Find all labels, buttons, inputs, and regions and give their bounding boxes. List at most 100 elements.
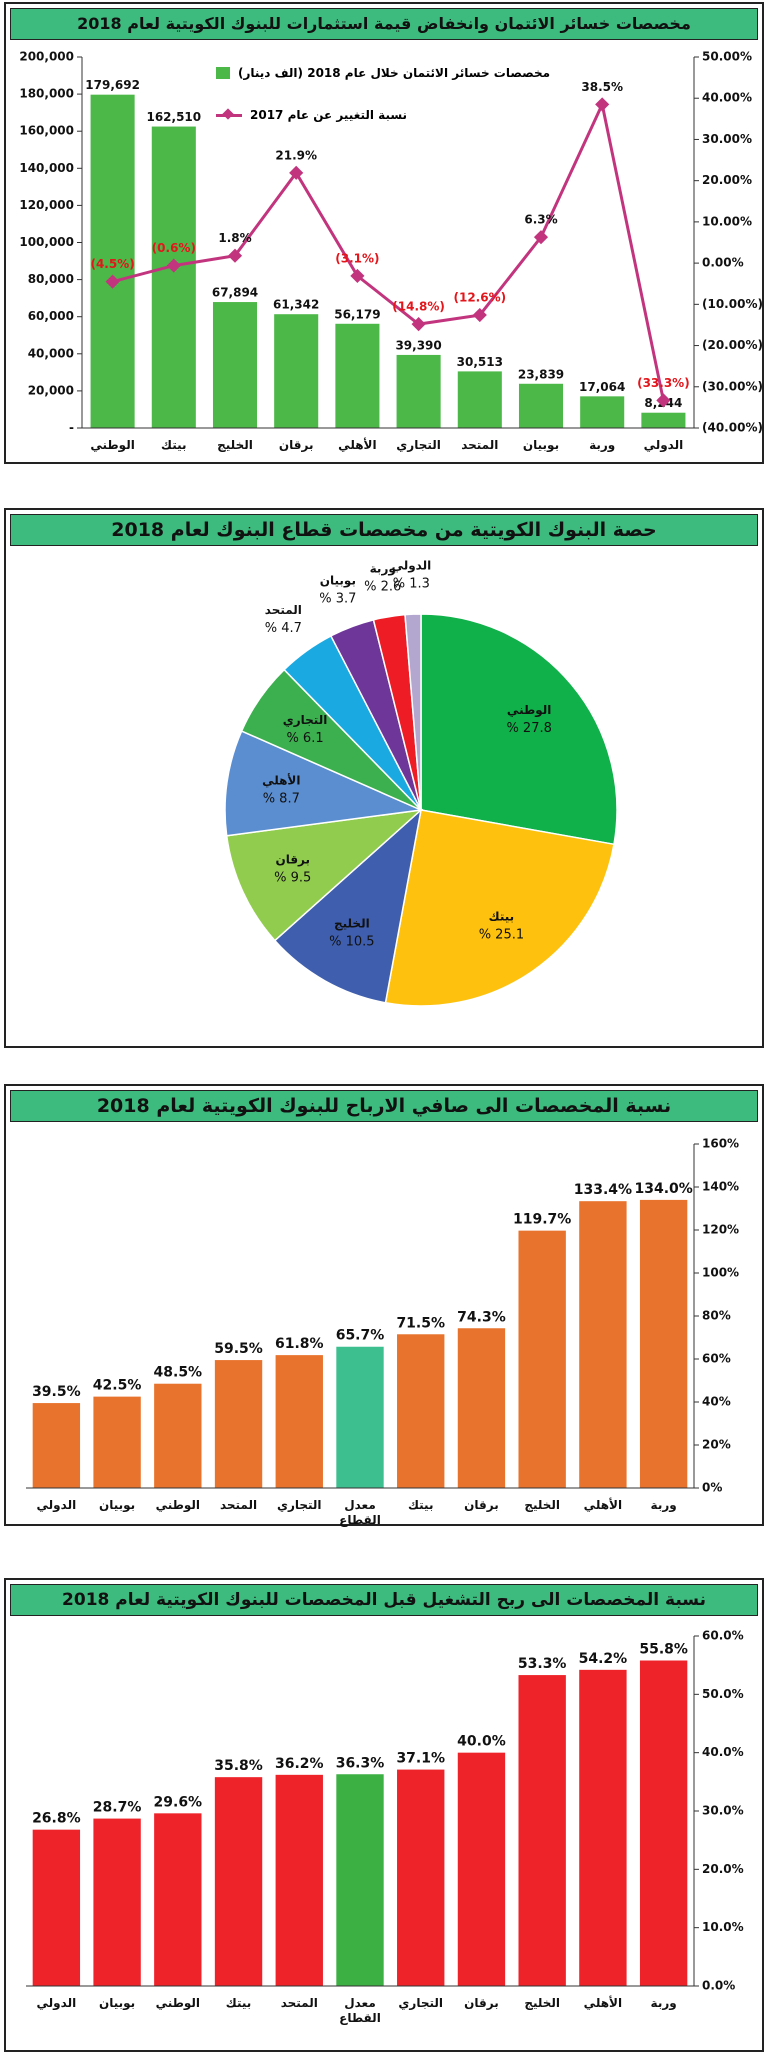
x-tick-label: بيتك (161, 438, 187, 452)
line-value-label: (14.8%) (392, 300, 445, 314)
chart-title: حصة البنوك الكويتية من مخصصات قطاع البنو… (10, 514, 758, 546)
x-tick-label: بيتك (225, 1996, 252, 2010)
bar-value-label: 37.1% (396, 1751, 445, 1767)
bar (32, 1829, 81, 1986)
x-tick-label: برقان (278, 438, 314, 452)
x-tick-label: بيتك (407, 1498, 434, 1512)
x-tick-label: بوبيان (98, 1498, 136, 1512)
y-tick-label: 60,000 (28, 309, 74, 323)
chart-title: نسبة المخصصات الى ربح التشغيل قبل المخصص… (10, 1584, 758, 1616)
pie-value-label: % 1.3 (393, 576, 430, 591)
line-marker (166, 258, 181, 273)
y-tick-label: (10.00%) (702, 297, 762, 311)
y-tick-label: 200,000 (19, 50, 74, 64)
chart-title: نسبة المخصصات الى صافي الارباح للبنوك ال… (10, 1090, 758, 1122)
line-value-label: (4.5%) (90, 257, 134, 271)
x-tick-label: الدولي (643, 438, 684, 452)
line (112, 99, 665, 401)
bar (580, 396, 625, 428)
bar-value-label: 61.8% (275, 1336, 324, 1352)
bar-value-label: 179,692 (85, 78, 140, 92)
bar (457, 1752, 506, 1986)
chart-panel: الوطني % 27.8 بيتك % 25.1 الخليج % 10.5 برقان%… (4, 508, 764, 1048)
bar (518, 1230, 566, 1488)
bar (396, 354, 441, 428)
bar (639, 1199, 688, 1488)
x-tick-label: التجاري (396, 438, 441, 452)
y-tick-label: 10.0% (702, 1920, 744, 1934)
x-tick-label: الدولي (36, 1996, 77, 2010)
bar-value-label: 54.2% (579, 1651, 628, 1667)
bar (32, 1403, 81, 1488)
x-tick-label: التجاري (398, 1996, 443, 2010)
pie-category-label: المتحد (265, 603, 302, 617)
bar-value-label: 119.7% (513, 1212, 571, 1228)
pie-category-label: الخليج (334, 917, 370, 931)
y-tick-label: 180,000 (19, 87, 74, 101)
legend-swatch (216, 107, 242, 120)
y-tick-label: 50.0% (702, 1687, 744, 1701)
legend-item: نسبة التغيير عن عام 2017 (216, 107, 408, 122)
bar-value-label: 55.8% (639, 1642, 688, 1658)
pie-slice (384, 809, 615, 1007)
bar (275, 1774, 323, 1986)
x-tick-label: المتحد (219, 1498, 258, 1512)
y-tick-label: 140% (702, 1180, 739, 1194)
y-tick-label: 80,000 (28, 272, 74, 286)
bar (93, 1818, 141, 1986)
x-tick-label: الأهلي (583, 1498, 623, 1512)
pie-category-label: بيتك (489, 909, 514, 923)
line-value-label: (33.3%) (637, 376, 690, 390)
y-tick-label: 0.00% (702, 256, 744, 270)
pie-category-label: برقان (275, 852, 310, 866)
y-tick-label: 20% (702, 1438, 731, 1452)
bar-value-label: 134.0% (634, 1181, 692, 1197)
bar (335, 323, 380, 428)
x-tick-label: الأهلي (583, 1996, 623, 2010)
bar (397, 1769, 445, 1986)
y-tick-label: 120% (702, 1223, 739, 1237)
bar-value-label: 40.0% (457, 1734, 506, 1750)
y-tick-label: 20.00% (702, 173, 752, 187)
x-tick-label: الدولي (36, 1498, 77, 1512)
bar (518, 383, 564, 428)
line-marker (105, 274, 120, 289)
bar-value-label: 17,064 (579, 380, 625, 394)
x-tick-label: وربة (650, 1498, 677, 1512)
y-tick-label: 60% (702, 1352, 731, 1366)
bar (214, 1777, 263, 1986)
bar-value-label: 26.8% (32, 1811, 81, 1827)
y-tick-label: 100% (702, 1266, 739, 1280)
y-tick-label: - (69, 421, 74, 435)
y-tick-label: 0% (702, 1481, 722, 1495)
line-value-label: (12.6%) (453, 291, 506, 305)
bar (274, 314, 319, 428)
x-tick-label: الخليج (524, 1498, 561, 1512)
line-value-label: (0.6%) (152, 241, 196, 255)
y-tick-label: (40.00%) (702, 421, 762, 435)
x-tick-label: الوطني (155, 1498, 201, 1512)
pie-value-label: % 10.5 (329, 935, 374, 950)
y-tick-label: 30.00% (702, 132, 752, 146)
pie-category-label: الأهلي (262, 773, 300, 788)
x-tick-label: الوطني (90, 438, 135, 452)
bar-value-label: 56,179 (334, 307, 380, 321)
pie-value-label: % 9.5 (274, 870, 311, 885)
chart-panel: - 20,000 40,000 60,000 80,000 100,000 120,000 1… (4, 2, 764, 464)
chart: - 20,000 40,000 60,000 80,000 100,000 120,000 1… (19, 50, 762, 435)
y-tick-label: 160% (702, 1137, 739, 1151)
pie-value-label: % 4.7 (265, 621, 302, 636)
line-marker (656, 393, 671, 408)
line-value-label: 6.3% (524, 213, 557, 227)
line-marker (533, 230, 549, 245)
pie-category-label: التجاري (283, 713, 328, 727)
legend-label: نسبة التغيير عن عام 2017 (250, 108, 408, 122)
pie-category-label: الوطني (507, 703, 551, 718)
bar (154, 1383, 202, 1488)
bar-value-label: 74.3% (457, 1309, 506, 1325)
pie-value-label: % 25.1 (479, 927, 524, 942)
bar-value-label: 53.3% (518, 1656, 567, 1672)
x-tick-label: الخليج (217, 438, 253, 452)
bar-value-label: 48.5% (154, 1365, 203, 1381)
